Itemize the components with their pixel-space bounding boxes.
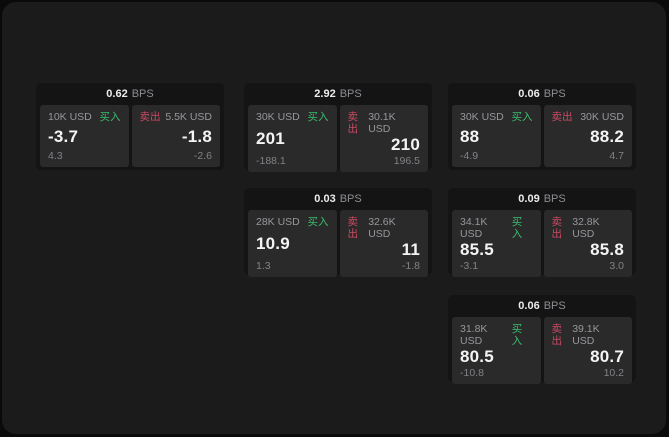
sell-action-label: 卖出 xyxy=(347,216,359,240)
sell-tile[interactable]: 卖出 32.6K USD 11 -1.8 xyxy=(339,210,428,277)
sell-amount: 30.1K USD xyxy=(368,111,396,135)
sell-tile[interactable]: 卖出 30.1K USD 210 196.5 xyxy=(339,105,428,172)
bps-unit: BPS xyxy=(339,88,362,100)
bps-header: 2.92 BPS xyxy=(248,83,428,105)
bps-header: 0.03 BPS xyxy=(248,188,428,210)
buy-amount: 30K USD xyxy=(460,111,504,123)
sell-price: 85.8 xyxy=(590,240,624,259)
buy-price: 201 xyxy=(256,129,285,148)
buy-amount: 28K USD xyxy=(256,216,300,228)
buy-tile[interactable]: 30K USD 买入 88 -4.9 xyxy=(452,105,541,167)
buy-action-label: 买入 xyxy=(511,323,523,347)
bps-value: 0.09 xyxy=(518,193,540,205)
buy-price: 85.5 xyxy=(460,240,494,259)
sell-delta: 4.7 xyxy=(609,150,624,162)
buy-delta: 4.3 xyxy=(48,150,63,162)
buy-tile[interactable]: 31.8K USD 买入 80.5 -10.8 xyxy=(452,317,541,384)
sell-action-label: 卖出 xyxy=(551,323,563,347)
bps-value: 0.03 xyxy=(314,193,336,205)
sell-tile[interactable]: 卖出 30K USD 88.2 4.7 xyxy=(543,105,632,167)
buy-price: 88 xyxy=(460,126,480,146)
quote-card: 0.03 BPS 28K USD 买入 10.9 1.3 卖出 32.6K US… xyxy=(244,188,432,277)
sell-price: -1.8 xyxy=(181,126,212,146)
buy-price: -3.7 xyxy=(48,126,79,146)
buy-amount: 31.8K USD xyxy=(460,323,488,347)
sell-amount: 32.8K USD xyxy=(572,216,600,240)
sell-delta: 10.2 xyxy=(603,367,624,379)
buy-amount: 34.1K USD xyxy=(460,216,488,240)
buy-tile[interactable]: 28K USD 买入 10.9 1.3 xyxy=(248,210,337,277)
sell-amount: 32.6K USD xyxy=(368,216,396,240)
bps-header: 0.09 BPS xyxy=(452,188,632,210)
buy-tile[interactable]: 10K USD 买入 -3.7 4.3 xyxy=(40,105,129,167)
buy-price: 10.9 xyxy=(256,234,290,253)
sell-delta: 3.0 xyxy=(609,260,624,272)
buy-tile[interactable]: 30K USD 买入 201 -188.1 xyxy=(248,105,337,172)
sell-delta: 196.5 xyxy=(393,155,420,167)
sell-delta: -2.6 xyxy=(193,150,212,162)
sell-price: 80.7 xyxy=(590,347,624,366)
quote-card: 0.62 BPS 10K USD 买入 -3.7 4.3 卖出 5.5K USD xyxy=(36,83,224,170)
buy-delta: -10.8 xyxy=(460,367,484,379)
quote-card: 0.06 BPS 31.8K USD 买入 80.5 -10.8 卖出 39.1… xyxy=(448,295,636,384)
buy-action-label: 买入 xyxy=(307,111,329,123)
bps-header: 0.06 BPS xyxy=(452,295,632,317)
sell-action-label: 卖出 xyxy=(551,216,563,240)
buy-action-label: 买入 xyxy=(99,111,121,123)
buy-tile[interactable]: 34.1K USD 买入 85.5 -3.1 xyxy=(452,210,541,277)
sell-amount: 5.5K USD xyxy=(165,111,212,123)
sell-delta: -1.8 xyxy=(401,260,420,272)
bps-unit: BPS xyxy=(543,88,566,100)
sell-price: 210 xyxy=(391,135,420,154)
sell-action-label: 卖出 xyxy=(347,111,359,135)
quote-card: 2.92 BPS 30K USD 买入 201 -188.1 卖出 30.1K … xyxy=(244,83,432,172)
bps-unit: BPS xyxy=(543,300,566,312)
sell-action-label: 卖出 xyxy=(551,111,573,123)
bps-header: 0.06 BPS xyxy=(452,83,632,105)
sell-action-label: 卖出 xyxy=(139,111,161,123)
quote-card: 0.06 BPS 30K USD 买入 88 -4.9 卖出 30K USD xyxy=(448,83,636,170)
buy-amount: 30K USD xyxy=(256,111,300,123)
bps-value: 0.06 xyxy=(518,300,540,312)
bps-unit: BPS xyxy=(339,193,362,205)
buy-delta: -4.9 xyxy=(460,150,479,162)
buy-delta: -188.1 xyxy=(256,155,286,167)
sell-amount: 39.1K USD xyxy=(572,323,600,347)
buy-delta: -3.1 xyxy=(460,260,479,272)
bps-value: 0.06 xyxy=(518,88,540,100)
buy-delta: 1.3 xyxy=(256,260,271,272)
bps-unit: BPS xyxy=(131,88,154,100)
buy-amount: 10K USD xyxy=(48,111,92,123)
bps-unit: BPS xyxy=(543,193,566,205)
sell-amount: 30K USD xyxy=(580,111,624,123)
bps-header: 0.62 BPS xyxy=(40,83,220,105)
buy-action-label: 买入 xyxy=(511,216,523,240)
quote-card: 0.09 BPS 34.1K USD 买入 85.5 -3.1 卖出 32.8K… xyxy=(448,188,636,277)
buy-action-label: 买入 xyxy=(511,111,533,123)
bps-value: 0.62 xyxy=(106,88,128,100)
sell-tile[interactable]: 卖出 32.8K USD 85.8 3.0 xyxy=(543,210,632,277)
sell-tile[interactable]: 卖出 39.1K USD 80.7 10.2 xyxy=(543,317,632,384)
sell-price: 88.2 xyxy=(590,126,624,146)
bps-value: 2.92 xyxy=(314,88,336,100)
sell-tile[interactable]: 卖出 5.5K USD -1.8 -2.6 xyxy=(131,105,220,167)
sell-price: 11 xyxy=(401,240,420,259)
buy-price: 80.5 xyxy=(460,347,494,366)
buy-action-label: 买入 xyxy=(307,216,329,228)
